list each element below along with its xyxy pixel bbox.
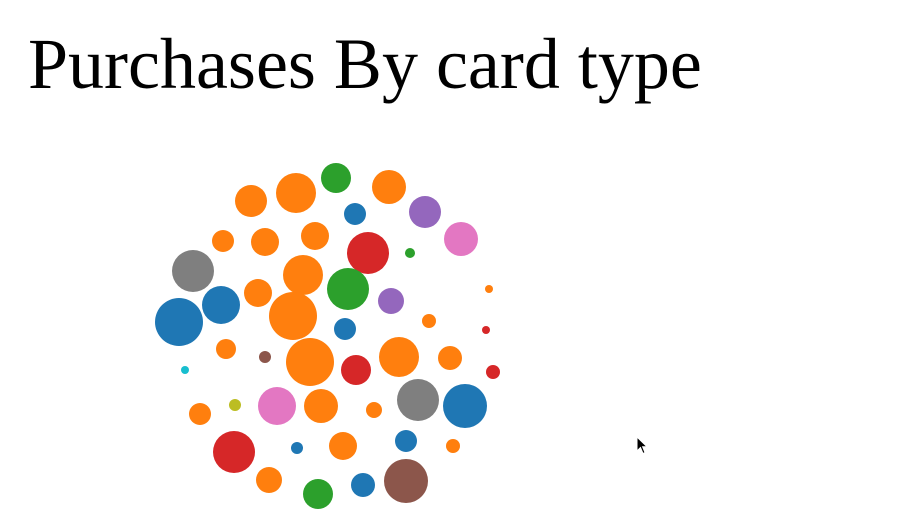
bubble-orange xyxy=(235,185,267,217)
bubble-orange xyxy=(446,439,460,453)
bubble-brown xyxy=(384,459,428,503)
bubble-blue xyxy=(395,430,417,452)
bubble-olive xyxy=(229,399,241,411)
bubble-red xyxy=(347,232,389,274)
bubble-orange xyxy=(244,279,272,307)
bubble-red xyxy=(482,326,490,334)
bubble-blue xyxy=(291,442,303,454)
bubble-orange xyxy=(329,432,357,460)
bubble-purple xyxy=(378,288,404,314)
bubble-green xyxy=(405,248,415,258)
bubble-purple xyxy=(409,196,441,228)
bubble-orange xyxy=(283,255,323,295)
bubble-gray xyxy=(172,250,214,292)
bubble-orange xyxy=(438,346,462,370)
bubble-orange xyxy=(256,467,282,493)
bubble-orange xyxy=(216,339,236,359)
bubble-green xyxy=(321,163,351,193)
bubble-orange xyxy=(366,402,382,418)
bubble-orange xyxy=(212,230,234,252)
bubble-orange xyxy=(379,337,419,377)
bubble-red xyxy=(341,355,371,385)
page-title: Purchases By card type xyxy=(28,24,702,104)
bubble-pink xyxy=(444,222,478,256)
bubble-brown xyxy=(259,351,271,363)
bubble-orange xyxy=(485,285,493,293)
bubble-blue xyxy=(155,298,203,346)
bubble-orange xyxy=(286,338,334,386)
bubble-orange xyxy=(422,314,436,328)
bubble-green xyxy=(327,268,369,310)
bubble-orange xyxy=(276,173,316,213)
bubble-red xyxy=(486,365,500,379)
bubble-orange xyxy=(189,403,211,425)
bubble-blue xyxy=(344,203,366,225)
bubble-blue xyxy=(351,473,375,497)
bubble-blue xyxy=(202,286,240,324)
bubble-orange xyxy=(372,170,406,204)
bubble-blue xyxy=(443,384,487,428)
bubble-orange xyxy=(301,222,329,250)
bubble-cyan xyxy=(181,366,189,374)
mouse-cursor-icon xyxy=(636,436,648,455)
bubble-pink xyxy=(258,387,296,425)
bubble-orange xyxy=(304,389,338,423)
bubble-red xyxy=(213,431,255,473)
bubble-green xyxy=(303,479,333,509)
bubble-orange xyxy=(251,228,279,256)
bubble-orange xyxy=(269,292,317,340)
bubble-blue xyxy=(334,318,356,340)
bubble-gray xyxy=(397,379,439,421)
